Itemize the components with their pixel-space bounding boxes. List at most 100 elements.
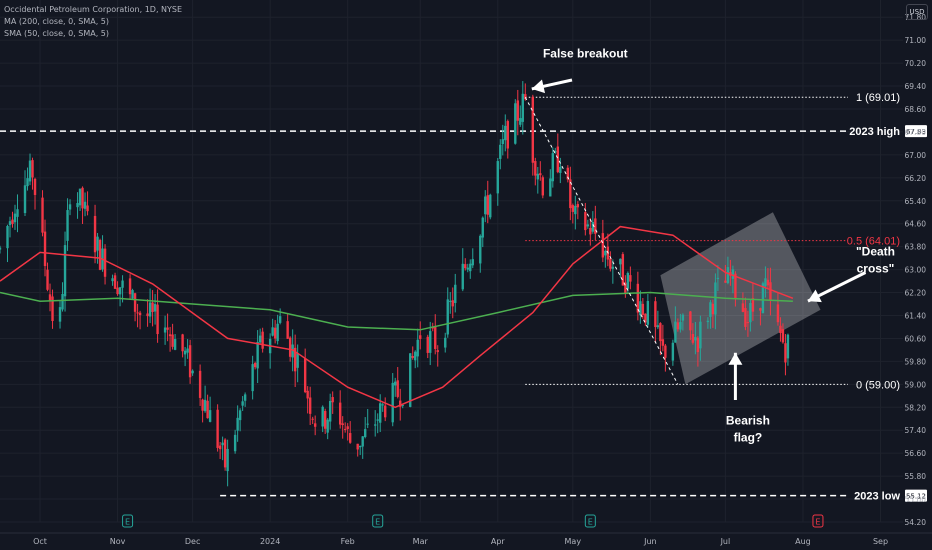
candle-body (43, 231, 47, 267)
candle-body (759, 308, 762, 311)
time-tick-label: Jul (720, 537, 731, 546)
candle-body (278, 316, 282, 323)
level-badge-text: 67.83 (906, 128, 926, 136)
candle-body (584, 212, 587, 231)
candle-body (138, 312, 142, 316)
candle-body (724, 280, 727, 283)
candle-body (238, 410, 242, 421)
candle-body (331, 397, 334, 403)
candle-body (549, 178, 552, 197)
candle-body (516, 100, 519, 121)
candle-body (481, 217, 484, 238)
candle-body (714, 282, 717, 315)
candle-body (676, 322, 680, 330)
candle-body (761, 283, 765, 314)
candle-body (411, 356, 414, 358)
candle-body (706, 320, 710, 323)
candle-body (243, 394, 247, 401)
level-label: 2023 high (849, 126, 900, 138)
candle-body (58, 307, 62, 322)
candle-body (93, 215, 97, 253)
annotation-text: False breakout (543, 46, 628, 60)
candle-body (641, 303, 645, 315)
candle-body (716, 277, 720, 279)
time-tick-label: Apr (491, 537, 506, 546)
ma50-legend: SMA (50, close, 0, SMA, 5) (4, 29, 109, 38)
candle-body (741, 303, 745, 312)
candle-body (221, 442, 224, 446)
candle-body (343, 428, 347, 430)
candle-body (554, 151, 557, 153)
candle-body (381, 404, 384, 406)
candle-body (233, 434, 237, 452)
candle-body (271, 327, 274, 336)
candle-body (629, 275, 632, 282)
candle-body (576, 204, 580, 208)
candle-body (146, 313, 149, 317)
candle-body (356, 443, 359, 450)
candle-body (98, 239, 102, 270)
candle-body (489, 194, 492, 218)
candle-body (293, 347, 297, 372)
candle-body (96, 236, 99, 251)
candle-body (469, 263, 472, 272)
candle-body (296, 353, 299, 368)
candle-body (303, 358, 307, 393)
candle-body (261, 331, 264, 349)
price-tick-label: 62.20 (905, 289, 927, 298)
candle-body (68, 204, 72, 210)
candle-body (751, 298, 755, 312)
price-tick-label: 70.20 (905, 59, 927, 68)
candle-body (414, 351, 417, 361)
candle-body (451, 300, 454, 307)
level-label: 0.5 (64.01) (847, 236, 900, 248)
candle-body (223, 439, 227, 468)
candle-body (251, 364, 254, 392)
candle-body (379, 403, 382, 423)
currency-badge[interactable]: USD (906, 4, 928, 20)
annotation-drawings: False breakout "Death cross" Bearish flag? (524, 46, 895, 445)
candle-body (636, 283, 640, 313)
time-tick-label: Oct (33, 537, 47, 546)
candle-body (449, 300, 452, 302)
candle-body (118, 287, 122, 295)
earnings-marker-label: E (125, 518, 130, 527)
price-tick-label: 67.80 (905, 128, 927, 137)
price-tick-label: 60.60 (905, 334, 927, 343)
candle-body (484, 196, 487, 215)
candle-body (203, 399, 207, 412)
candle-body (496, 161, 499, 194)
earnings-marker (122, 514, 134, 528)
candle-body (323, 411, 327, 429)
candle-body (0, 247, 2, 250)
candle-body (128, 278, 132, 295)
candle-body (769, 282, 772, 301)
time-tick-label: Feb (341, 537, 355, 546)
candle-body (559, 167, 562, 173)
candle-body (569, 179, 572, 209)
ma200-line (0, 291, 793, 331)
candle-body (624, 282, 627, 294)
candle-body (181, 334, 184, 352)
candle-body (191, 370, 194, 374)
candle-body (731, 269, 735, 279)
candle-body (556, 146, 560, 173)
candle-body (33, 178, 37, 195)
price-tick-label: 55.00 (905, 495, 927, 504)
candle-body (536, 173, 539, 180)
candle-body (464, 264, 467, 269)
price-tick-label: 54.20 (905, 518, 927, 527)
candle-body (113, 275, 117, 289)
candle-body (201, 399, 204, 411)
candle-body (419, 335, 422, 339)
candle-body (328, 400, 332, 422)
candle-body (26, 178, 29, 187)
candle-body (273, 327, 277, 339)
price-tick-label: 57.40 (905, 426, 927, 435)
earnings-marker (584, 514, 596, 528)
candle-body (188, 345, 192, 378)
candle-body (153, 304, 157, 312)
candle-body (16, 209, 19, 217)
candle-body (776, 304, 780, 323)
